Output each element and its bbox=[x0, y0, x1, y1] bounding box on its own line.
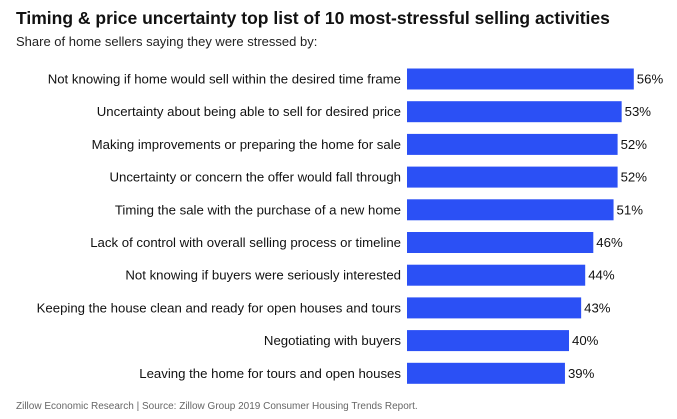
bar bbox=[407, 199, 614, 221]
bar bbox=[407, 362, 565, 384]
category-label: Timing the sale with the purchase of a n… bbox=[115, 202, 401, 217]
category-label: Not knowing if home would sell within th… bbox=[48, 72, 401, 87]
category-label: Lack of control with overall selling pro… bbox=[90, 235, 401, 250]
value-label: 43% bbox=[584, 300, 611, 315]
category-label: Keeping the house clean and ready for op… bbox=[37, 300, 402, 315]
bar bbox=[407, 133, 618, 155]
value-label: 44% bbox=[588, 268, 615, 283]
value-label: 51% bbox=[617, 202, 644, 217]
bar bbox=[407, 264, 586, 286]
category-label: Uncertainty about being able to sell for… bbox=[97, 104, 401, 119]
value-label: 52% bbox=[621, 137, 648, 152]
value-label: 56% bbox=[637, 72, 664, 87]
value-label: 40% bbox=[572, 333, 599, 348]
category-label: Negotiating with buyers bbox=[264, 333, 401, 348]
category-label: Not knowing if buyers were seriously int… bbox=[125, 268, 401, 283]
bar bbox=[407, 166, 618, 188]
bar bbox=[407, 297, 582, 319]
bar bbox=[407, 330, 569, 352]
chart-title: Timing & price uncertainty top list of 1… bbox=[16, 8, 610, 28]
value-label: 52% bbox=[621, 170, 648, 185]
source-footnote: Zillow Economic Research | Source: Zillo… bbox=[16, 401, 418, 412]
category-label: Leaving the home for tours and open hous… bbox=[139, 366, 401, 381]
bar bbox=[407, 68, 634, 90]
value-label: 39% bbox=[568, 366, 595, 381]
category-label: Uncertainty or concern the offer would f… bbox=[109, 170, 401, 185]
value-label: 46% bbox=[596, 235, 623, 250]
bar bbox=[407, 101, 622, 123]
value-label: 53% bbox=[625, 104, 652, 119]
category-label: Making improvements or preparing the hom… bbox=[92, 137, 401, 152]
chart-subtitle: Share of home sellers saying they were s… bbox=[16, 34, 318, 49]
bar bbox=[407, 232, 594, 253]
